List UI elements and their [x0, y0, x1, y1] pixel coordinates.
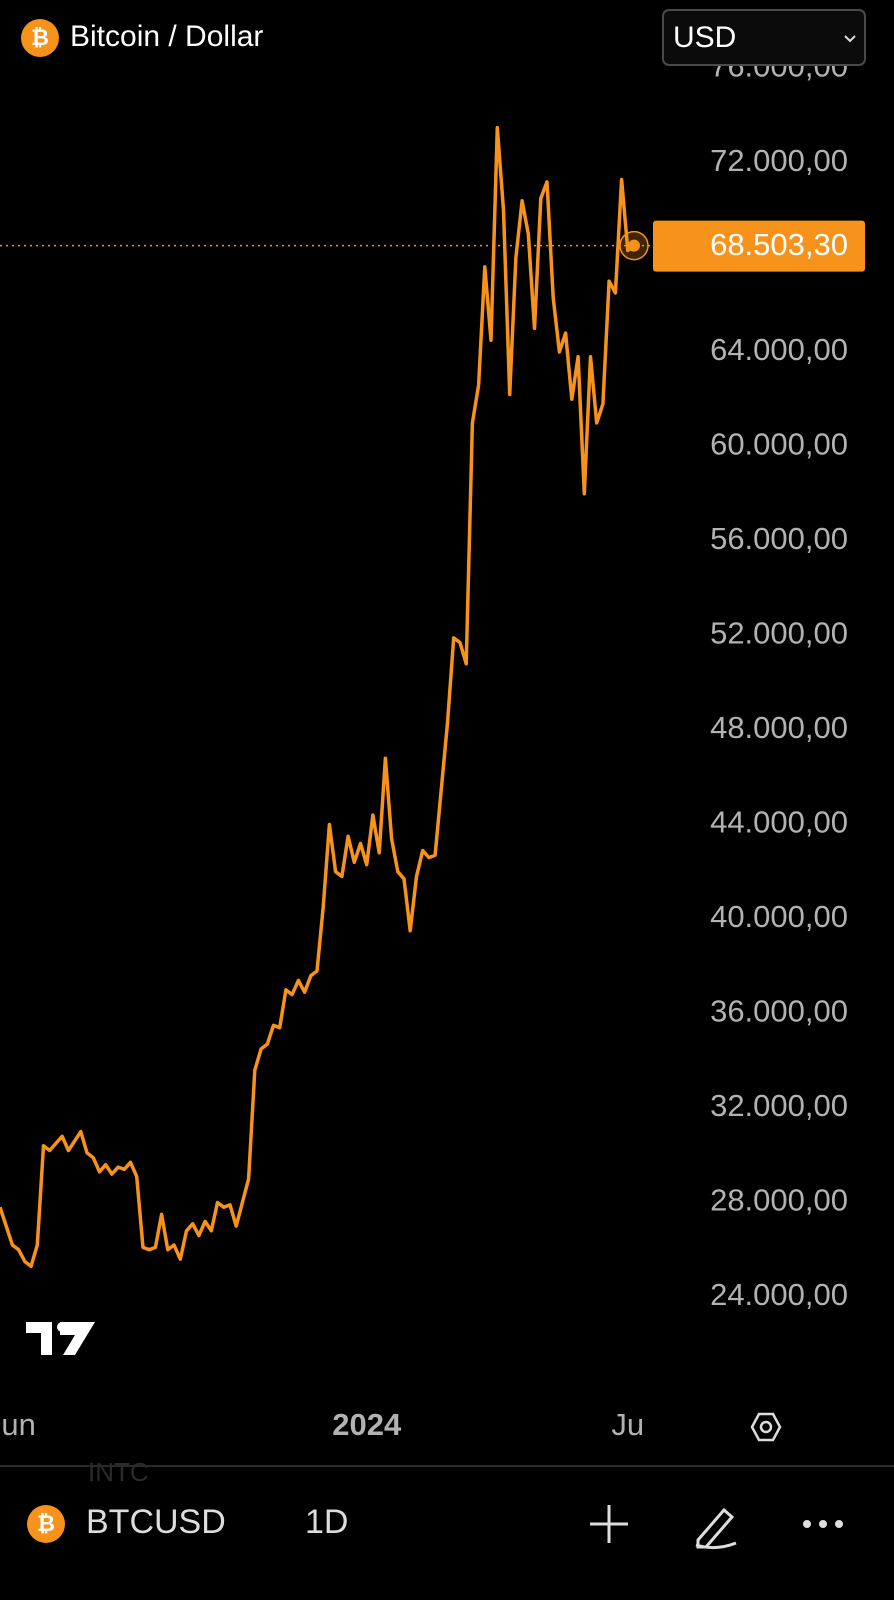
- y-tick-label: 28.000,00: [710, 1183, 848, 1218]
- dot: [819, 1520, 827, 1528]
- settings-icon[interactable]: [750, 1412, 782, 1442]
- symbol-title: Bitcoin / Dollar: [70, 20, 263, 53]
- y-tick-label: 32.000,00: [710, 1088, 848, 1123]
- tv-logo: [26, 1322, 95, 1355]
- settings-icon-center: [759, 1420, 773, 1434]
- currency-select[interactable]: [662, 9, 866, 66]
- y-tick-label: 60.000,00: [710, 427, 848, 462]
- y-tick-label: 52.000,00: [710, 616, 848, 651]
- x-tick-label: un: [1, 1407, 35, 1442]
- coin-glyph: ₿: [31, 25, 49, 50]
- y-tick-label: 48.000,00: [710, 710, 848, 745]
- interval-button[interactable]: 1D: [305, 1503, 348, 1541]
- y-tick-label: 72.000,00: [710, 143, 848, 178]
- dot: [803, 1520, 811, 1528]
- dot: [835, 1520, 843, 1528]
- x-tick-label: Ju: [611, 1407, 644, 1442]
- y-tick-label: 44.000,00: [710, 805, 848, 840]
- coin-icon[interactable]: [27, 1505, 65, 1543]
- x-tick-label: 2024: [332, 1407, 402, 1442]
- last-price-tag: [653, 220, 865, 272]
- symbol-button[interactable]: BTCUSD: [86, 1503, 226, 1541]
- tv-logo-dot: [57, 1322, 67, 1332]
- last-price-label: 68.503,30: [710, 227, 848, 262]
- coin-icon: [21, 19, 59, 57]
- add-button[interactable]: [590, 1505, 628, 1543]
- last-point: [628, 239, 640, 252]
- y-tick-label: 36.000,00: [710, 994, 848, 1029]
- more-button[interactable]: [803, 1520, 843, 1528]
- y-tick-label: 56.000,00: [710, 521, 848, 556]
- ghost-symbol: INTC: [88, 1457, 149, 1487]
- plot: 24.000,00 28.000,00 32.000,00 36.000,00 40.0…: [0, 49, 865, 1442]
- y-tick-label: 24.000,00: [710, 1277, 848, 1312]
- price-line: [0, 125, 636, 1269]
- currency-label: USD: [673, 21, 736, 54]
- draw-button[interactable]: [695, 1507, 737, 1550]
- y-tick-label: 64.000,00: [710, 332, 848, 367]
- y-tick-label: 40.000,00: [710, 899, 848, 934]
- chevron: [844, 35, 856, 43]
- coin-glyph: ₿: [37, 1511, 55, 1536]
